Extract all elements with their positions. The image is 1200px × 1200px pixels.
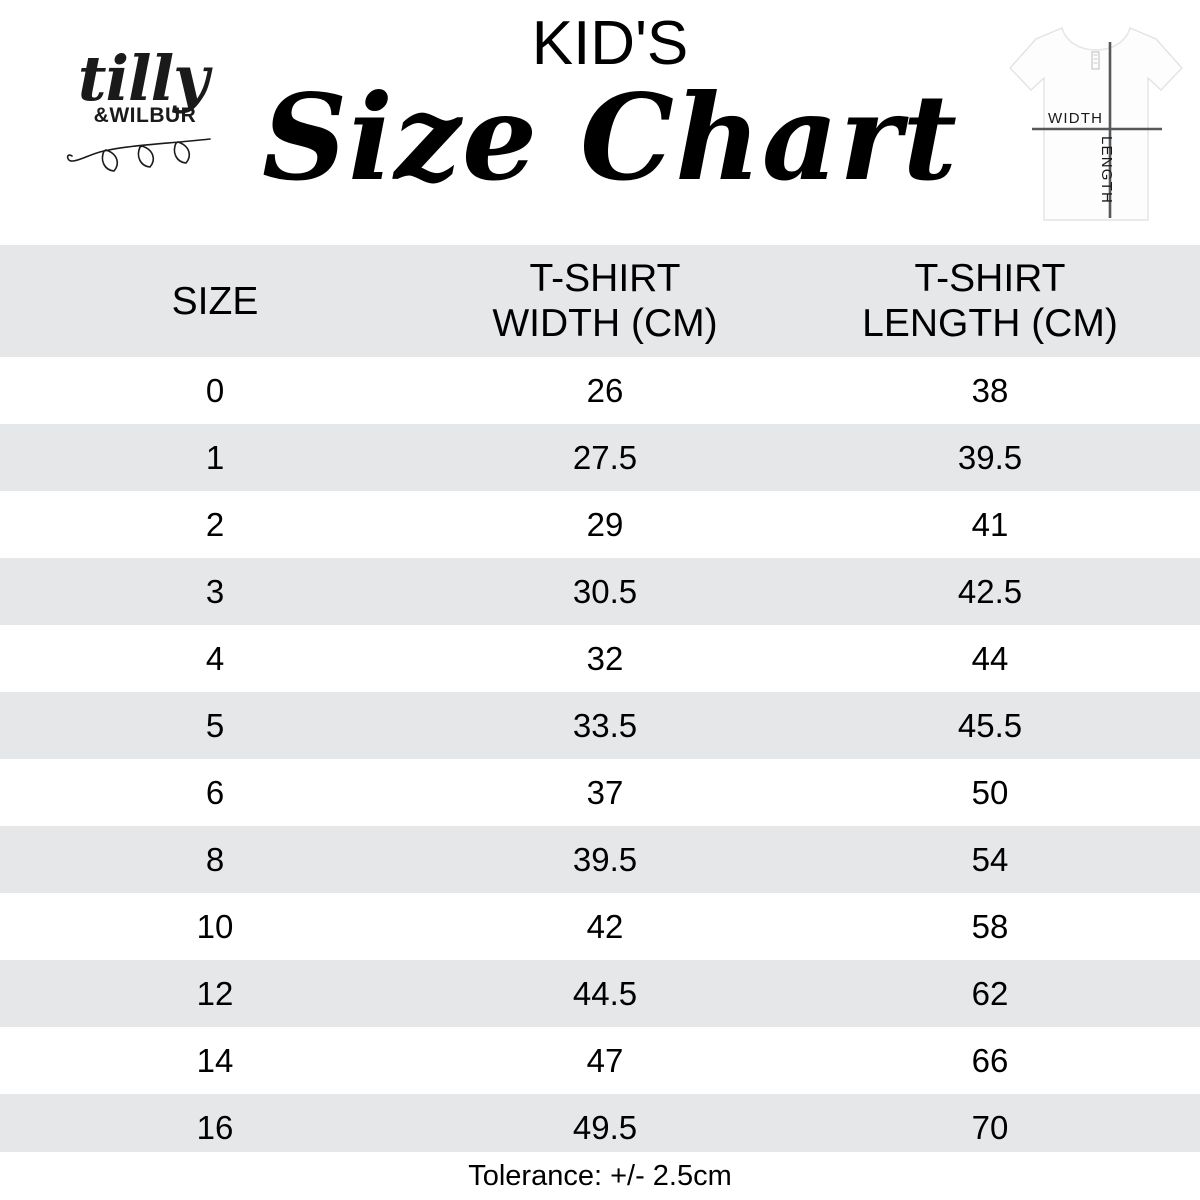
- header-size: SIZE: [171, 279, 259, 323]
- page-header: tilly &WILBUR KID'S Size Chart: [0, 0, 1200, 245]
- cell-size: 3: [205, 572, 225, 610]
- table-row: 8 39.5 54: [0, 826, 1200, 893]
- brand-logo: tilly &WILBUR: [55, 48, 235, 198]
- cell-length: 54: [971, 840, 1009, 878]
- cell-length: 44: [971, 639, 1009, 677]
- cell-length: 45.5: [957, 706, 1023, 744]
- table-row: 6 37 50: [0, 759, 1200, 826]
- cell-size: 2: [205, 505, 225, 543]
- cell-length: 58: [971, 907, 1009, 945]
- brand-script-name: tilly: [77, 42, 209, 115]
- table-row: 16 49.5 70: [0, 1094, 1200, 1161]
- cell-width: 26: [586, 371, 624, 409]
- cell-length: 70: [971, 1108, 1009, 1146]
- cell-size: 0: [205, 371, 225, 409]
- table-row: 2 29 41: [0, 491, 1200, 558]
- page-title: Size Chart: [261, 68, 959, 207]
- header-width: T-SHIRT WIDTH (CM): [492, 257, 718, 345]
- cell-size: 16: [196, 1108, 234, 1146]
- header-length: T-SHIRT LENGTH (CM): [862, 257, 1118, 345]
- cell-width: 42: [586, 907, 624, 945]
- cell-width: 27.5: [572, 438, 638, 476]
- cell-width: 47: [586, 1041, 624, 1079]
- cell-size: 8: [205, 840, 225, 878]
- cell-length: 66: [971, 1041, 1009, 1079]
- table-row: 5 33.5 45.5: [0, 692, 1200, 759]
- cell-width: 49.5: [572, 1108, 638, 1146]
- cell-size: 5: [205, 706, 225, 744]
- cell-width: 32: [586, 639, 624, 677]
- cell-size: 4: [205, 639, 225, 677]
- tolerance-note: Tolerance: +/- 2.5cm: [468, 1159, 732, 1192]
- table-row: 1 27.5 39.5: [0, 424, 1200, 491]
- brand-sub-name: &WILBUR: [93, 104, 197, 127]
- cell-length: 50: [971, 773, 1009, 811]
- table-row: 0 26 38: [0, 357, 1200, 424]
- table-row: 12 44.5 62: [0, 960, 1200, 1027]
- cell-length: 38: [971, 371, 1009, 409]
- table-row: 4 32 44: [0, 625, 1200, 692]
- cell-width: 30.5: [572, 572, 638, 610]
- cell-size: 14: [196, 1041, 234, 1079]
- cell-size: 1: [205, 438, 225, 476]
- cell-length: 62: [971, 974, 1009, 1012]
- cell-width: 33.5: [572, 706, 638, 744]
- cell-width: 39.5: [572, 840, 638, 878]
- cell-length: 42.5: [957, 572, 1023, 610]
- cell-width: 37: [586, 773, 624, 811]
- cell-length: 41: [971, 505, 1009, 543]
- table-body: 0 26 38 1 27.5 39.5 2 29 41 3 30.5 42.5 4 32 44 5 33.5 45…: [0, 357, 1200, 1161]
- cell-size: 12: [196, 974, 234, 1012]
- tshirt-length-label: LENGTH: [1098, 136, 1115, 204]
- tshirt-width-label: WIDTH: [1048, 110, 1103, 127]
- size-chart-table: SIZE T-SHIRT WIDTH (CM) T-SHIRT LENGTH (…: [0, 245, 1200, 1161]
- tshirt-icon: WIDTH LENGTH: [1000, 12, 1192, 232]
- table-footer: Tolerance: +/- 2.5cm: [0, 1152, 1200, 1200]
- title-eyebrow: KID'S: [531, 9, 689, 78]
- cell-length: 39.5: [957, 438, 1023, 476]
- table-header-row: SIZE T-SHIRT WIDTH (CM) T-SHIRT LENGTH (…: [0, 245, 1200, 357]
- cell-width: 44.5: [572, 974, 638, 1012]
- leaf-branch-icon: [55, 130, 235, 181]
- page-title-block: KID'S Size Chart: [250, 0, 970, 202]
- table-row: 10 42 58: [0, 893, 1200, 960]
- table-row: 14 47 66: [0, 1027, 1200, 1094]
- cell-width: 29: [586, 505, 624, 543]
- cell-size: 6: [205, 773, 225, 811]
- cell-size: 10: [196, 907, 234, 945]
- table-row: 3 30.5 42.5: [0, 558, 1200, 625]
